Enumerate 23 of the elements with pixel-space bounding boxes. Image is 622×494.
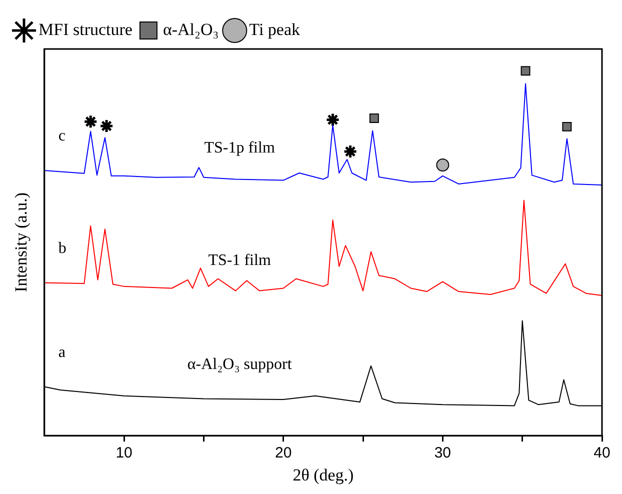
- point: [99, 118, 114, 134]
- legend-label: Ti peak: [249, 20, 301, 39]
- point: [343, 144, 358, 159]
- annotation: TS-1p film: [204, 140, 276, 157]
- annotation: a: [58, 344, 66, 361]
- x-tick-label: 20: [275, 444, 292, 462]
- x-axis-title: 2θ (deg.): [292, 465, 354, 484]
- legend-label: α-Al₂O₃: [162, 20, 219, 39]
- point: [326, 112, 340, 128]
- point: [520, 66, 530, 76]
- point: [562, 122, 572, 132]
- annotation: α-Al₂O₃ support: [187, 356, 292, 373]
- x-tick-label: 40: [594, 444, 610, 462]
- point: [83, 114, 98, 129]
- annotation: c: [58, 128, 66, 145]
- annotation: b: [58, 240, 66, 257]
- annotation: TS-1 film: [208, 252, 272, 269]
- y-axis-title: Intensity (a.u.): [12, 192, 31, 292]
- x-tick-label: 30: [434, 444, 452, 462]
- legend-label: MFI structure: [38, 20, 132, 39]
- x-tick-label: 10: [116, 444, 132, 462]
- point: [436, 158, 450, 172]
- point: [369, 114, 379, 124]
